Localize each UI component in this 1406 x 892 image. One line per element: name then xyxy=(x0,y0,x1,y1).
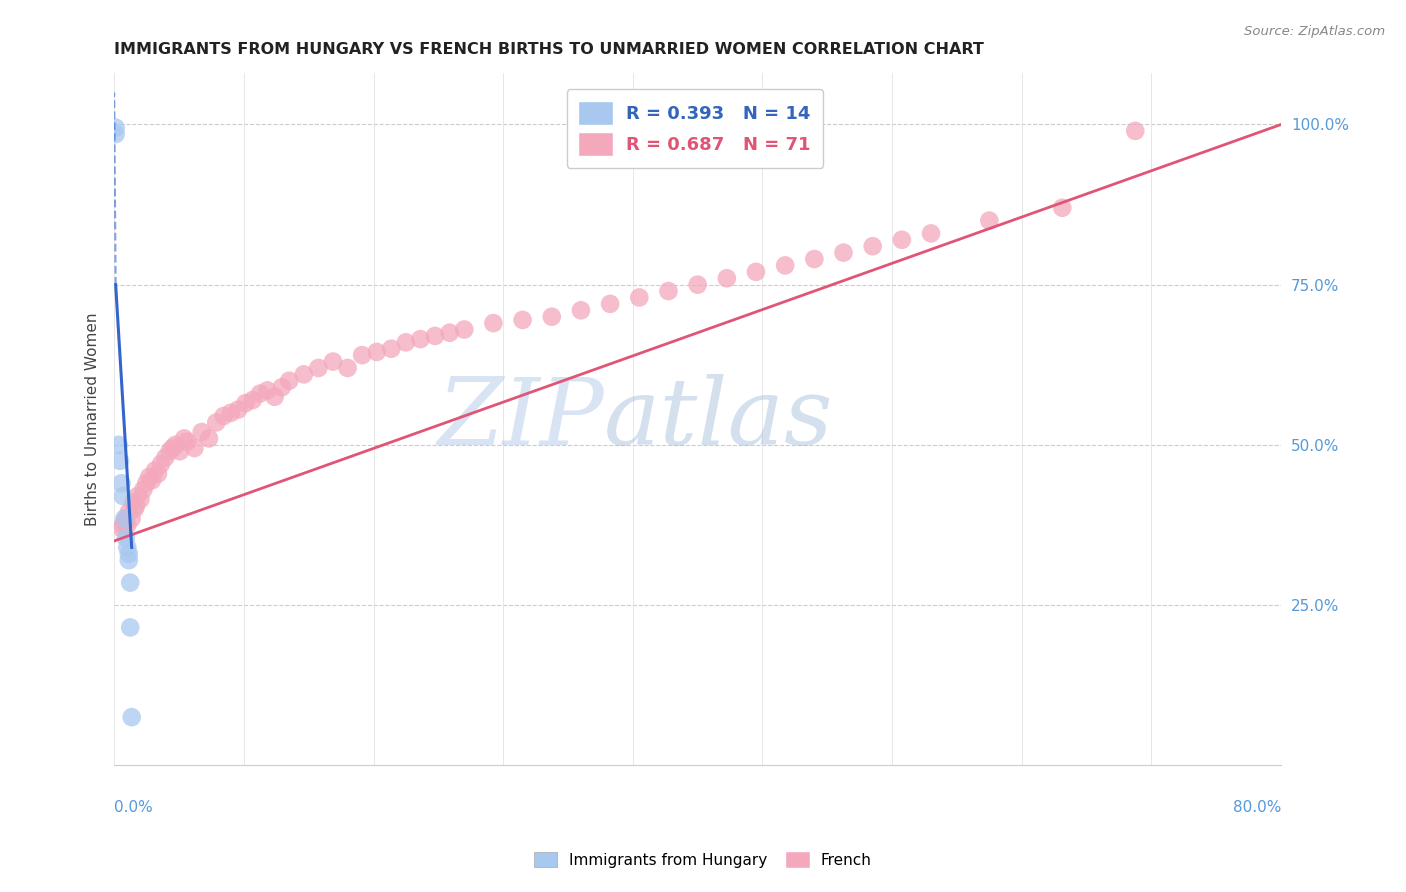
Point xyxy=(176,434,198,449)
Point xyxy=(307,361,329,376)
Point xyxy=(423,329,446,343)
Point xyxy=(657,284,679,298)
Point xyxy=(773,259,796,273)
Legend: Immigrants from Hungary, French: Immigrants from Hungary, French xyxy=(526,844,880,875)
Point xyxy=(125,499,148,513)
Point xyxy=(395,335,418,350)
Point xyxy=(115,531,138,545)
Point xyxy=(149,457,172,471)
Text: IMMIGRANTS FROM HUNGARY VS FRENCH BIRTHS TO UNMARRIED WOMEN CORRELATION CHART: IMMIGRANTS FROM HUNGARY VS FRENCH BIRTHS… xyxy=(114,42,984,57)
Point xyxy=(118,547,141,561)
Point xyxy=(108,454,131,468)
Legend: R = 0.393   N = 14, R = 0.687   N = 71: R = 0.393 N = 14, R = 0.687 N = 71 xyxy=(567,89,824,168)
Point xyxy=(409,332,432,346)
Point xyxy=(242,392,264,407)
Point xyxy=(803,252,825,266)
Point xyxy=(322,354,344,368)
Point xyxy=(141,473,163,487)
Point xyxy=(292,368,315,382)
Point xyxy=(263,390,285,404)
Point xyxy=(117,517,139,532)
Point xyxy=(482,316,505,330)
Point xyxy=(129,492,152,507)
Point xyxy=(159,444,181,458)
Point xyxy=(104,127,127,141)
Point xyxy=(112,511,135,525)
Point xyxy=(135,476,157,491)
Point xyxy=(117,541,139,555)
Point xyxy=(165,438,187,452)
Point xyxy=(832,245,855,260)
Point xyxy=(540,310,562,324)
Point xyxy=(111,489,134,503)
Point xyxy=(183,441,205,455)
Point xyxy=(1052,201,1074,215)
Point xyxy=(111,517,134,532)
Point xyxy=(110,476,132,491)
Point xyxy=(146,467,169,481)
Point xyxy=(278,374,301,388)
Point xyxy=(569,303,592,318)
Point xyxy=(205,416,228,430)
Point xyxy=(352,348,374,362)
Point xyxy=(862,239,884,253)
Point xyxy=(173,432,195,446)
Point xyxy=(138,470,160,484)
Point xyxy=(366,345,388,359)
Point xyxy=(162,441,184,455)
Point xyxy=(686,277,709,292)
Point xyxy=(198,432,221,446)
Point xyxy=(599,297,621,311)
Point xyxy=(1123,124,1146,138)
Point xyxy=(118,505,141,519)
Text: ZIP: ZIP xyxy=(437,375,605,464)
Point xyxy=(120,620,142,634)
Point xyxy=(124,502,146,516)
Point xyxy=(226,402,249,417)
Point xyxy=(122,495,145,509)
Point xyxy=(115,511,138,525)
Point xyxy=(118,553,141,567)
Point xyxy=(512,313,534,327)
Point xyxy=(219,406,242,420)
Point xyxy=(745,265,768,279)
Point xyxy=(127,489,149,503)
Point xyxy=(628,290,651,304)
Point xyxy=(979,213,1001,227)
Point xyxy=(190,425,212,439)
Point xyxy=(249,386,271,401)
Point xyxy=(336,361,359,376)
Point xyxy=(120,575,142,590)
Text: Source: ZipAtlas.com: Source: ZipAtlas.com xyxy=(1244,25,1385,38)
Text: atlas: atlas xyxy=(605,375,834,464)
Text: 80.0%: 80.0% xyxy=(1233,800,1281,814)
Point xyxy=(132,483,155,497)
Point xyxy=(121,511,143,525)
Point xyxy=(439,326,461,340)
Point xyxy=(716,271,738,285)
Point xyxy=(110,521,132,535)
Point xyxy=(121,710,143,724)
Point xyxy=(155,450,177,465)
Point xyxy=(453,322,475,336)
Point xyxy=(235,396,257,410)
Point xyxy=(104,120,127,135)
Point xyxy=(890,233,912,247)
Point xyxy=(920,227,942,241)
Point xyxy=(169,444,191,458)
Text: 0.0%: 0.0% xyxy=(114,800,153,814)
Point xyxy=(143,463,166,477)
Point xyxy=(256,384,278,398)
Point xyxy=(380,342,402,356)
Point xyxy=(107,438,129,452)
Y-axis label: Births to Unmarried Women: Births to Unmarried Women xyxy=(86,312,100,526)
Point xyxy=(112,515,135,529)
Point xyxy=(271,380,294,394)
Point xyxy=(212,409,235,423)
